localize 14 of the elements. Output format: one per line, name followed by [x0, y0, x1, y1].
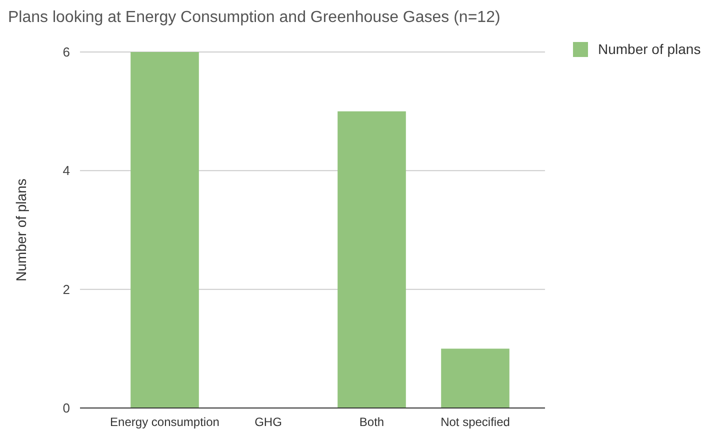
chart-title: Plans looking at Energy Consumption and Greenhouse Gases (n=12): [8, 9, 500, 26]
bar: [338, 111, 406, 408]
y-tick-label: 0: [62, 400, 70, 416]
x-tick-label: Energy consumption: [110, 415, 220, 429]
x-tick-label: GHG: [254, 415, 282, 429]
y-tick-label: 2: [62, 282, 70, 297]
bar: [130, 52, 199, 408]
legend-label: Number of plans: [598, 41, 701, 57]
y-tick-label: 6: [62, 44, 70, 60]
bar: [441, 348, 510, 408]
y-axis-title: Number of plans: [13, 178, 29, 282]
x-tick-label: Not specified: [440, 415, 510, 429]
y-tick-label: 4: [62, 163, 70, 178]
x-tick-label: Both: [359, 415, 384, 429]
